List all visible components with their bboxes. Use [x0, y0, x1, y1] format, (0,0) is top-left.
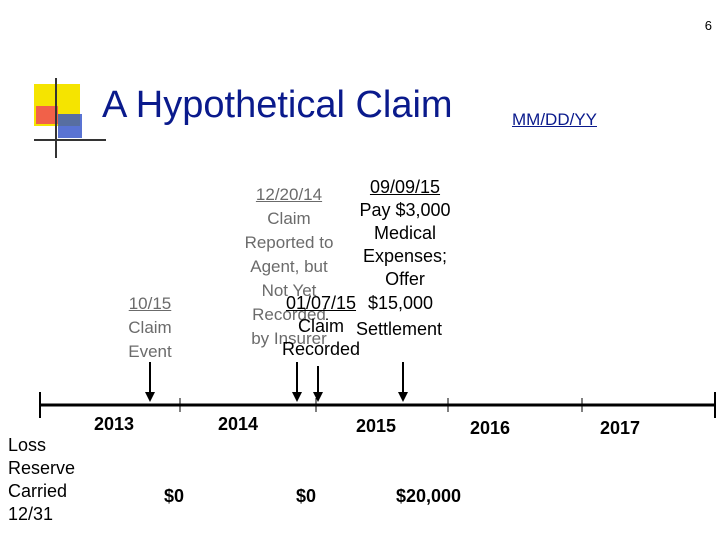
claim-event-line: Claim [128, 318, 172, 337]
reported-line: Recorded [252, 305, 326, 324]
payment-settlement: Settlement [356, 319, 443, 339]
recorded-date: 01/07/15 [285, 293, 357, 313]
reported-line: Claim [267, 209, 311, 228]
loss-reserve-label: Loss Reserve Carried 12/31 [8, 434, 75, 526]
year-label: 2013 [94, 414, 135, 434]
reported-line: Not Yet [261, 281, 317, 300]
decorative-logo [34, 78, 106, 158]
year-label: 2015 [356, 416, 397, 436]
reserve-value: $0 [296, 486, 317, 506]
payment-amount: $15,000 [368, 293, 434, 313]
year-label: 2016 [470, 418, 511, 438]
year-label: 2017 [600, 418, 641, 438]
recorded-label: 01/07/15 Claim Recorded [280, 292, 362, 361]
loss-reserve-line: Carried [8, 481, 68, 501]
logo-blue-square [58, 114, 82, 138]
claim-event-date: 10/15 [128, 294, 172, 313]
reported-line: by Insurer [251, 329, 327, 348]
loss-reserve-line: Loss [8, 435, 47, 455]
slide-title: A Hypothetical Claim [102, 84, 453, 126]
payment-line: Medical [373, 223, 437, 243]
claim-event-line: Event [128, 342, 172, 361]
reserve-value: $0 [164, 486, 185, 506]
logo-red-square [36, 106, 58, 124]
recorded-line: Recorded [281, 339, 361, 359]
payment-line: Offer [385, 269, 425, 289]
payment-label: 09/09/15 Pay $3,000 Medical Expenses; Of… [345, 176, 465, 291]
payment-line: Pay $3,000 [359, 200, 451, 220]
recorded-line: Claim [297, 316, 344, 336]
page-number: 6 [704, 18, 712, 33]
reported-line: Agent, but [250, 257, 328, 276]
date-format-note: MM/DD/YY [512, 110, 597, 129]
payment-date: 09/09/15 [369, 177, 441, 197]
loss-reserve-line: 12/31 [8, 504, 54, 524]
loss-reserve-line: Reserve [8, 458, 76, 478]
reported-date: 12/20/14 [255, 185, 323, 204]
reserve-value: $20,000 [396, 486, 462, 506]
reported-label: 12/20/14 Claim Reported to Agent, but No… [228, 183, 350, 351]
reported-line: Reported to [244, 233, 334, 252]
year-label: 2014 [218, 414, 259, 434]
payment-line: Expenses; [362, 246, 448, 266]
claim-event-label: 10/15 Claim Event [110, 292, 190, 364]
